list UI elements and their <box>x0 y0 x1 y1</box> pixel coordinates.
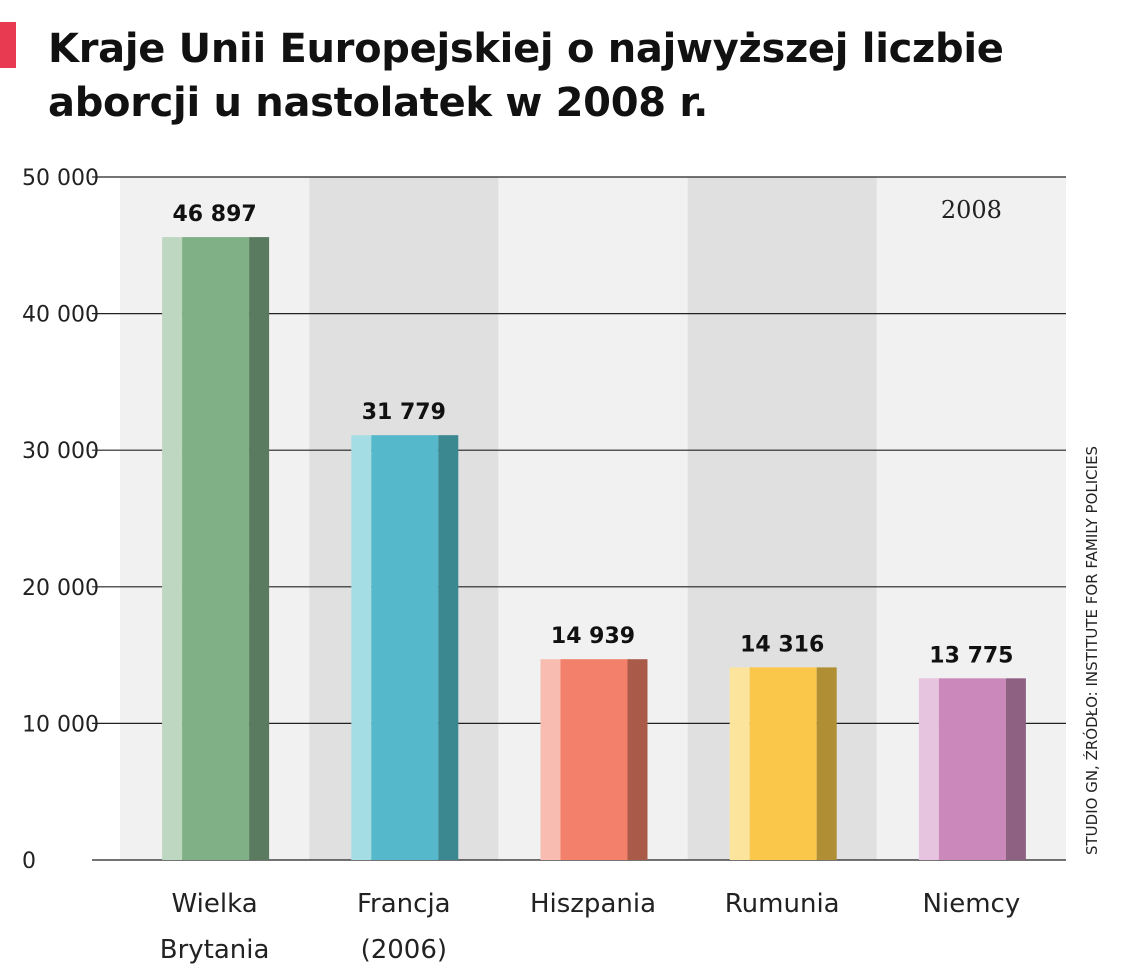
bar <box>182 237 250 860</box>
bar <box>560 659 628 860</box>
y-tick-label: 0 <box>22 849 36 874</box>
bar <box>749 667 817 860</box>
y-tick-label: 50 000 <box>22 166 99 191</box>
accent-bar <box>0 22 16 68</box>
x-category-label: Francja <box>357 889 451 919</box>
bar <box>371 435 439 860</box>
bar-shadow <box>1005 678 1026 860</box>
chart-title: Kraje Unii Europejskiej o najwyższej lic… <box>48 26 1004 126</box>
bar-highlight <box>162 237 183 860</box>
data-label: 14 316 <box>740 632 824 657</box>
x-category-label: Niemcy <box>923 889 1021 919</box>
y-tick-label: 30 000 <box>22 439 99 464</box>
y-tick-label: 10 000 <box>22 712 99 737</box>
year-annotation: 2008 <box>941 196 1002 224</box>
x-category-label: Wielka <box>172 889 258 919</box>
bar-highlight <box>729 667 750 860</box>
data-label: 14 939 <box>551 624 635 649</box>
bar-highlight <box>351 435 372 860</box>
x-category-label: Rumunia <box>725 889 840 919</box>
x-category-label: Hiszpania <box>530 889 656 919</box>
data-label: 46 897 <box>172 202 256 227</box>
data-label: 31 779 <box>362 400 446 425</box>
bar-shadow <box>816 667 837 860</box>
y-tick-label: 20 000 <box>22 576 99 601</box>
bar-highlight <box>540 659 561 860</box>
bar-shadow <box>438 435 459 860</box>
bar-shadow <box>249 237 270 860</box>
y-tick-label: 40 000 <box>22 303 99 328</box>
data-label: 13 775 <box>929 643 1013 668</box>
bar-highlight <box>918 678 939 860</box>
source-credit: STUDIO GN, ŹRÓDŁO: INSTITUTE FOR FAMILY … <box>1083 445 1101 855</box>
x-category-label: Brytania <box>160 935 270 965</box>
bar-shadow <box>627 659 648 860</box>
x-category-label: (2006) <box>361 935 447 965</box>
bar <box>938 678 1006 860</box>
